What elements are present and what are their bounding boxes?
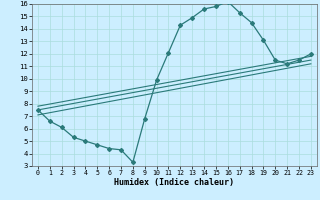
X-axis label: Humidex (Indice chaleur): Humidex (Indice chaleur) — [115, 178, 234, 187]
